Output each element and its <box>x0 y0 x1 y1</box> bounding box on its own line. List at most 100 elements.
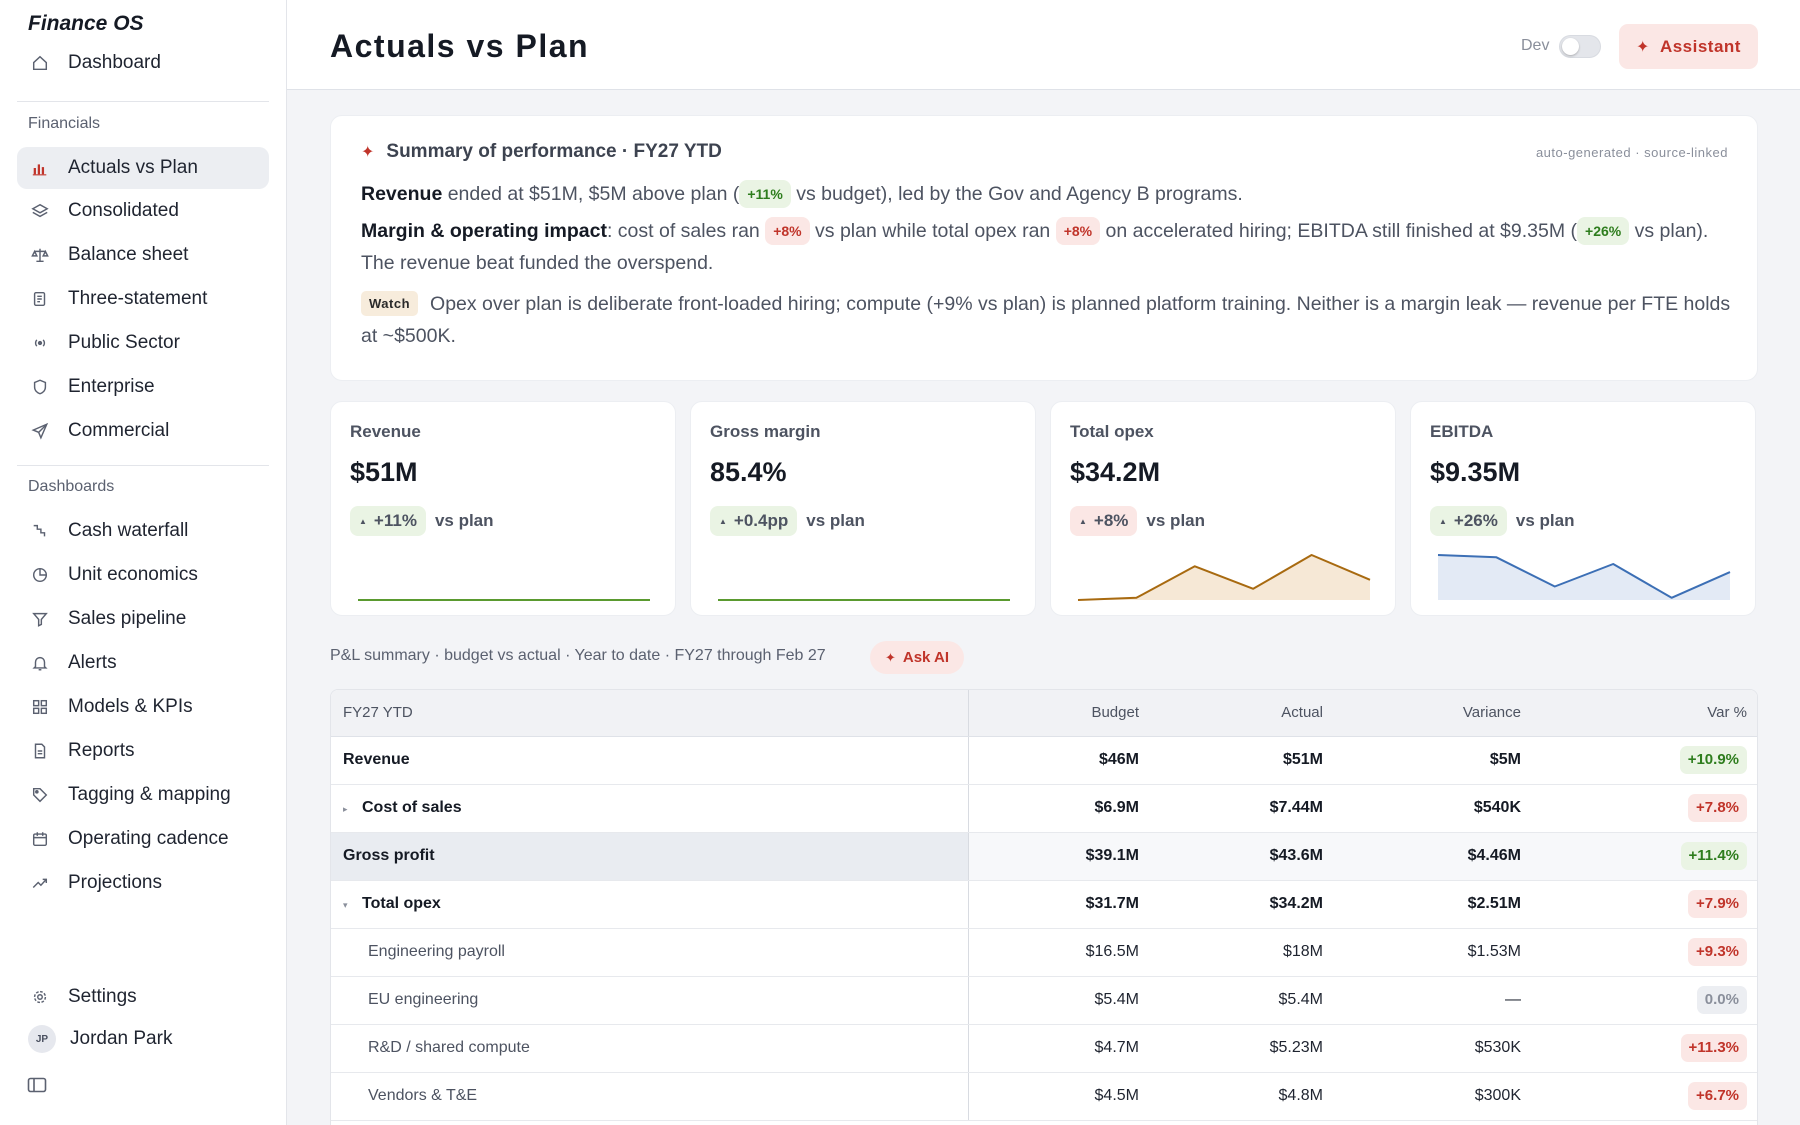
kpi-card-revenue[interactable]: Revenue $51M ▲ +11% vs plan <box>330 401 676 616</box>
variance-cell: — <box>1335 976 1533 1025</box>
sidebar-item-label: Reports <box>68 740 135 761</box>
documents-icon <box>30 289 50 309</box>
variance-pct-pill: +11.3% <box>1680 1034 1747 1062</box>
summary-lead: Margin & operating impact <box>361 220 607 242</box>
row-label-cell: Vendors & T&E <box>331 1072 969 1121</box>
sidebar-item-enterprise[interactable]: Enterprise <box>17 366 269 408</box>
kpi-title: Gross margin <box>710 422 821 441</box>
kpi-sparkline <box>1077 554 1371 601</box>
kpi-card-total-opex[interactable]: Total opex $34.2M ▲ +8% vs plan <box>1050 401 1396 616</box>
variance-pct-cell: +7.8% <box>1533 784 1757 833</box>
row-label: Cost of sales <box>362 799 462 816</box>
kpi-title: Revenue <box>350 422 421 441</box>
shield-icon <box>30 377 50 397</box>
sidebar-item-dashboard[interactable]: Dashboard <box>17 42 269 84</box>
kpi-card-ebitda[interactable]: EBITDA $9.35M ▲ +26% vs plan <box>1410 401 1756 616</box>
summary-text: Opex over plan is deliberate front-loade… <box>361 293 1731 347</box>
summary-paragraph-watch: Watch Opex over plan is deliberate front-… <box>361 288 1736 352</box>
sparkline-area <box>1078 555 1370 600</box>
sidebar-item-label: Consolidated <box>68 200 179 221</box>
sidebar-item-label: Tagging & mapping <box>68 784 231 805</box>
table-row: Gross profit $39.1M $43.6M $4.46M +11.4% <box>331 832 1757 881</box>
budget-cell: $5.4M <box>968 976 1151 1025</box>
sidebar-item-alerts[interactable]: Alerts <box>17 642 269 684</box>
row-label: Revenue <box>343 751 410 768</box>
sidebar-item-settings[interactable]: Settings <box>17 976 269 1018</box>
variance-cell: $530K <box>1335 1024 1533 1073</box>
sidebar-item-operating-cadence[interactable]: Operating cadence <box>17 818 269 860</box>
sidebar-item-tagging-mapping[interactable]: Tagging & mapping <box>17 774 269 816</box>
summary-paragraph-revenue: Revenue ended at $51M, $5M above plan (+… <box>361 178 1736 210</box>
sidebar-item-label: Balance sheet <box>68 244 189 265</box>
budget-cell: $6.9M <box>968 784 1151 833</box>
sidebar-item-projections[interactable]: Projections <box>17 862 269 904</box>
sidebar-item-label: Three-statement <box>68 288 208 309</box>
variance-pct-cell: +11.4% <box>1533 832 1757 881</box>
section-title-dashboards: Dashboards <box>28 478 115 495</box>
column-header[interactable]: FY27 YTD <box>331 690 969 737</box>
caret-right-icon[interactable]: ▸ <box>343 804 348 814</box>
sidebar-item-consolidated[interactable]: Consolidated <box>17 190 269 232</box>
column-header[interactable]: Actual <box>1151 690 1335 737</box>
sidebar-item-reports[interactable]: Reports <box>17 730 269 772</box>
kpi-delta-badge: ▲ +0.4pp <box>710 506 798 536</box>
sidebar-item-label: Projections <box>68 872 162 893</box>
budget-cell: $4.7M <box>968 1024 1151 1073</box>
sidebar-item-label: Models & KPIs <box>68 696 193 717</box>
column-header[interactable]: Variance <box>1335 690 1533 737</box>
actual-cell: $43.6M <box>1151 832 1335 881</box>
table-row[interactable]: ▾ Total opex $31.7M $34.2M $2.51M +7.9% <box>331 880 1757 929</box>
kpi-delta-badge: ▲ +26% <box>1430 506 1507 536</box>
sidebar-item-label: Sales pipeline <box>68 608 187 629</box>
sidebar-item-label: Actuals vs Plan <box>68 157 198 178</box>
assistant-button[interactable]: ✦ Assistant <box>1619 24 1758 69</box>
table-row: Engineering payroll $16.5M $18M $1.53M +9.3% <box>331 928 1757 977</box>
sidebar-item-sales-pipeline[interactable]: Sales pipeline <box>17 598 269 640</box>
sidebar-item-unit-economics[interactable]: Unit economics <box>17 554 269 596</box>
ask-ai-button[interactable]: ✦ Ask AI <box>870 641 964 674</box>
table-row[interactable]: ▸ Cost of sales $6.9M $7.44M $540K +7.8% <box>331 784 1757 833</box>
sidebar-collapse-icon[interactable] <box>27 1077 47 1093</box>
kpi-delta: ▲ +11% vs plan <box>350 506 494 536</box>
caret-down-icon[interactable]: ▾ <box>343 900 348 910</box>
kpi-title: EBITDA <box>1430 422 1494 441</box>
bell-icon <box>30 653 50 673</box>
sidebar-item-commercial[interactable]: Commercial <box>17 410 269 452</box>
sparkline-area <box>1438 555 1730 600</box>
summary-header: ✦ Summary of performance · FY27 YTD <box>361 141 722 163</box>
column-header[interactable]: Budget <box>968 690 1151 737</box>
budget-cell: $31.7M <box>968 880 1151 929</box>
sidebar-item-balance-sheet[interactable]: Balance sheet <box>17 234 269 276</box>
sidebar-item-actuals-vs-plan[interactable]: Actuals vs Plan <box>17 147 269 189</box>
summary-lead: Revenue <box>361 183 443 205</box>
sidebar-item-cash-waterfall[interactable]: Cash waterfall <box>17 510 269 552</box>
table-header-row: FY27 YTD Budget Actual Variance Var % <box>331 690 1757 737</box>
variance-cell: $2.51M <box>1335 880 1533 929</box>
sidebar-item-three-statement[interactable]: Three-statement <box>17 278 269 320</box>
variance-pct-pill: +10.9% <box>1679 746 1747 774</box>
row-label: R&D / shared compute <box>368 1039 530 1056</box>
calendar-icon <box>30 829 50 849</box>
kpi-delta-suffix: vs plan <box>806 511 865 530</box>
user-name: Jordan Park <box>70 1028 173 1049</box>
section-title-financials: Financials <box>28 115 101 132</box>
dev-toggle[interactable] <box>1559 35 1601 58</box>
kpi-delta-suffix: vs plan <box>434 511 494 530</box>
user-profile[interactable]: JP Jordan Park <box>28 1025 172 1053</box>
sidebar-item-public-sector[interactable]: Public Sector <box>17 322 269 364</box>
sidebar-item-label: Alerts <box>68 652 117 673</box>
sidebar: Finance OS Dashboard Financials Actuals … <box>0 0 287 1125</box>
row-label: Total opex <box>362 895 441 912</box>
sidebar-item-label: Operating cadence <box>68 828 229 849</box>
kpi-delta-value: +8% <box>1093 511 1129 530</box>
kpi-card-gross-margin[interactable]: Gross margin 85.4% ▲ +0.4pp vs plan <box>690 401 1036 616</box>
variance-pct-cell: +9.3% <box>1533 928 1757 977</box>
column-header[interactable]: Var % <box>1533 690 1757 737</box>
sidebar-item-models-kpis[interactable]: Models & KPIs <box>17 686 269 728</box>
dev-label: Dev <box>1521 37 1550 54</box>
kpi-delta-badge: ▲ +8% <box>1070 506 1138 536</box>
pl-table: FY27 YTD Budget Actual Variance Var % Re… <box>330 689 1758 1125</box>
kpi-delta-suffix: vs plan <box>1146 511 1206 530</box>
variance-pct-cell: +11.3% <box>1533 1024 1757 1073</box>
budget-cell: $39.1M <box>968 832 1151 881</box>
